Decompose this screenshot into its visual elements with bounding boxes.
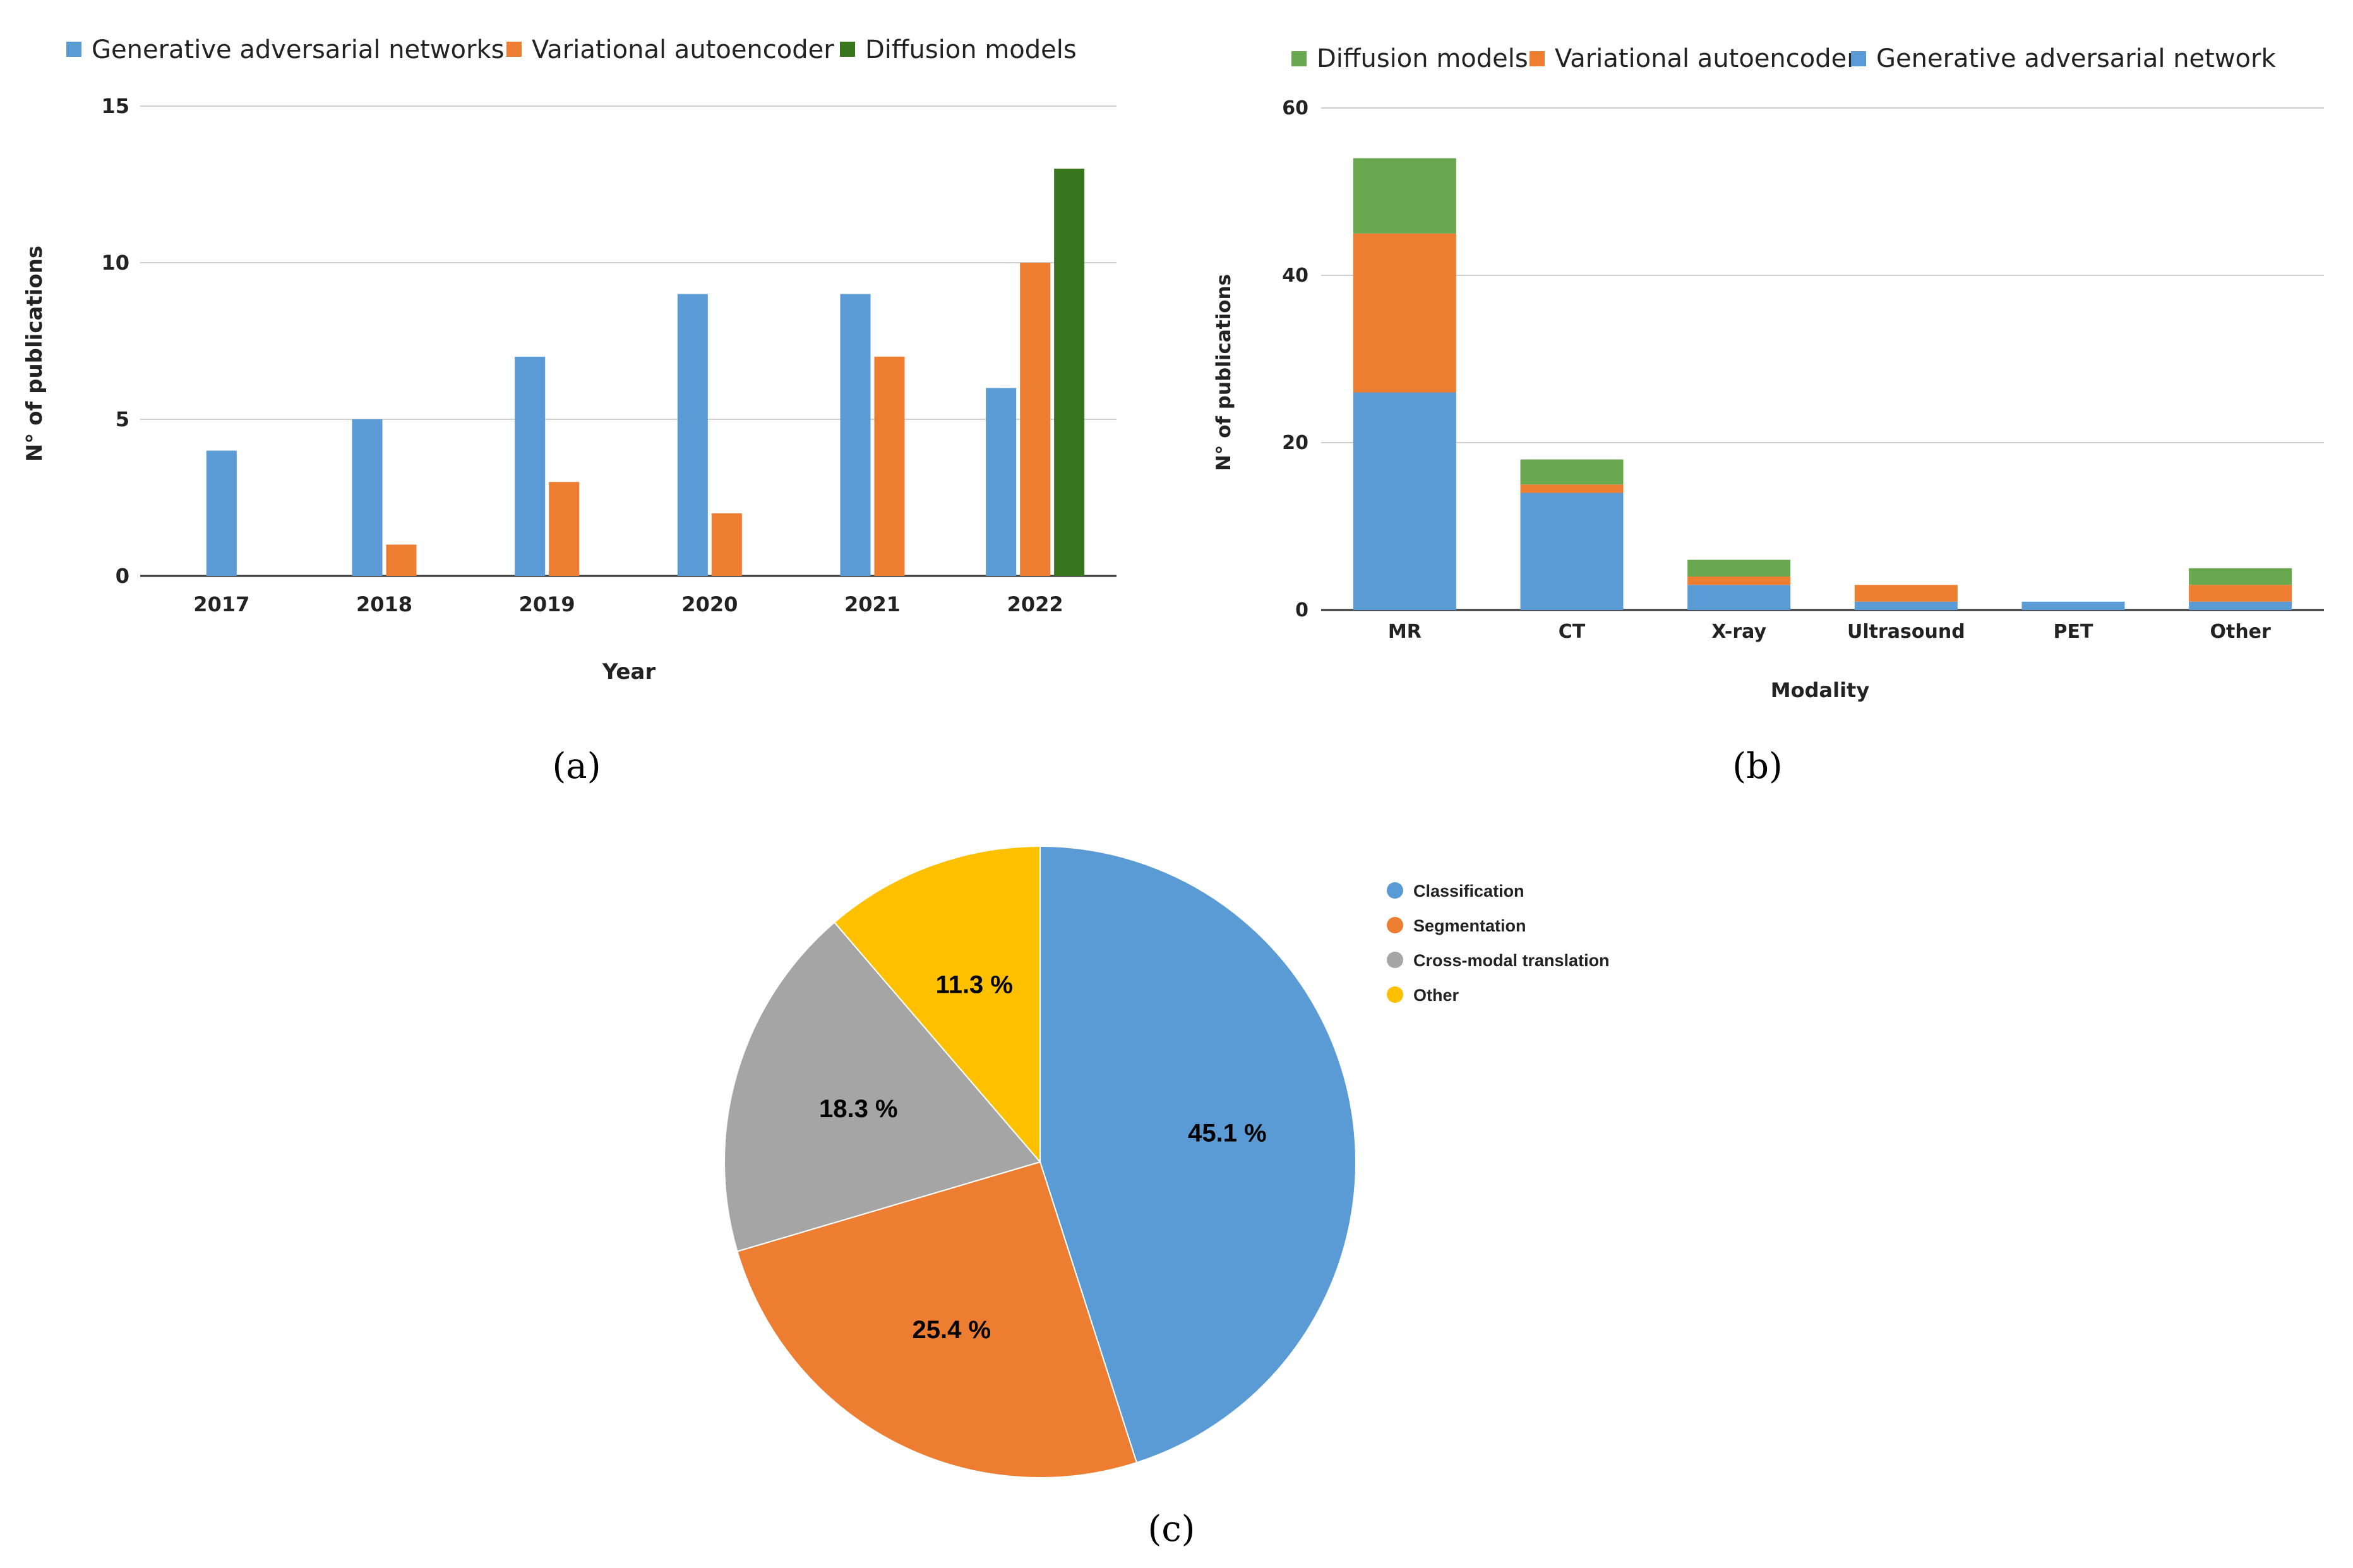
bar-2019-1	[549, 482, 580, 576]
bar-X-ray-0	[1687, 585, 1791, 610]
y-tick-label: 5	[116, 407, 129, 431]
x-tick-label: CT	[1559, 621, 1586, 643]
bar-CT-1	[1520, 484, 1624, 493]
bar-Other-0	[2189, 601, 2292, 610]
legend-label-2: Cross-modal translation	[1413, 951, 1610, 970]
y-tick-label: 0	[1295, 599, 1308, 621]
bar-CT-0	[1520, 493, 1624, 610]
x-tick-label: PET	[2054, 621, 2093, 643]
bar-2022-2	[1054, 169, 1085, 576]
pie-slice-label: 11.3 %	[936, 971, 1013, 999]
legend-label-1: Segmentation	[1413, 916, 1526, 935]
pie-slice-segmentation	[736, 1161, 1138, 1478]
bar-2021-0	[840, 294, 871, 576]
x-axis-title: Modality	[1771, 678, 1870, 702]
legend-swatch-1	[506, 42, 522, 57]
bar-2020-1	[711, 513, 742, 576]
bar-2019-0	[515, 356, 546, 576]
bar-Other-1	[2189, 585, 2292, 602]
bar-Ultrasound-0	[1854, 601, 1958, 610]
legend-dot-0	[1387, 882, 1403, 899]
x-axis-title: Year	[602, 659, 656, 685]
caption-b: (b)	[1732, 746, 1783, 787]
x-tick-label: 2017	[193, 592, 249, 616]
x-tick-label: 2021	[844, 592, 901, 616]
y-axis-title: N° of publications	[1212, 274, 1235, 471]
bar-2017-0	[206, 450, 237, 576]
legend-label-0: Diffusion models	[1317, 44, 1528, 73]
bar-2022-1	[1020, 263, 1051, 576]
bar-MR-2	[1353, 158, 1456, 234]
legend-swatch-2	[1851, 51, 1866, 66]
bar-X-ray-1	[1687, 577, 1791, 585]
bar-2021-1	[874, 356, 905, 576]
legend-label-1: Variational autoencoder	[532, 35, 834, 64]
legend-label-0: Generative adversarial networks	[92, 35, 504, 64]
x-tick-label: 2022	[1007, 592, 1063, 616]
x-tick-label: 2018	[356, 592, 412, 616]
pie-slice-label: 25.4 %	[912, 1316, 991, 1344]
chart-b-publications-by-modality: Diffusion models Variational autoencoder G…	[1212, 44, 2324, 787]
bar-2018-1	[386, 544, 417, 576]
x-tick-label: 2020	[681, 592, 738, 616]
bar-2018-0	[352, 419, 383, 576]
legend-dot-2	[1387, 952, 1403, 968]
bar-MR-1	[1353, 233, 1456, 393]
pie-slice-classification	[1039, 845, 1356, 1464]
legend-swatch-1	[1530, 51, 1545, 66]
chart-c-task-distribution-pie: 45.1 % 25.4 % 18.3 % 11.3 % Classification Se…	[724, 845, 1610, 1550]
legend-swatch-2	[840, 42, 855, 57]
legend-label-3: Other	[1413, 986, 1459, 1005]
bar-X-ray-2	[1687, 560, 1791, 577]
y-axis-title: N° of publications	[22, 246, 47, 462]
pie-slice-cross-modal-translation	[724, 921, 1041, 1252]
bar-Other-2	[2189, 568, 2292, 585]
bar-2020-0	[677, 294, 708, 576]
pie-slice-label: 45.1 %	[1188, 1120, 1267, 1147]
chart-a-publications-by-year: Generative adversarial networks Variation…	[22, 35, 1117, 787]
y-tick-label: 0	[116, 564, 129, 588]
pie-slice-other	[833, 845, 1041, 1164]
legend-label-2: Diffusion models	[865, 35, 1077, 64]
legend-label-0: Classification	[1413, 882, 1524, 901]
legend-dot-1	[1387, 917, 1403, 933]
legend-label-2: Generative adversarial network	[1876, 44, 2276, 73]
caption-a: (a)	[552, 746, 601, 787]
y-tick-label: 15	[101, 94, 129, 118]
bar-CT-2	[1520, 459, 1624, 485]
x-tick-label: Other	[2210, 621, 2271, 643]
legend-label-1: Variational autoencoder	[1555, 44, 1857, 73]
legend-dot-3	[1387, 986, 1403, 1003]
pie-slice-label: 18.3 %	[819, 1095, 898, 1123]
caption-c: (c)	[1147, 1509, 1195, 1550]
bar-2022-0	[986, 388, 1017, 576]
bar-MR-0	[1353, 392, 1456, 610]
y-tick-label: 10	[101, 251, 129, 275]
x-tick-label: MR	[1388, 621, 1422, 643]
y-tick-label: 60	[1282, 97, 1308, 119]
x-tick-label: X-ray	[1711, 621, 1766, 643]
legend-swatch-0	[66, 42, 81, 57]
y-tick-label: 40	[1282, 265, 1308, 287]
legend-swatch-0	[1291, 51, 1307, 66]
bar-Ultrasound-1	[1854, 585, 1958, 602]
x-tick-label: 2019	[519, 592, 575, 616]
x-tick-label: Ultrasound	[1847, 621, 1965, 643]
bar-PET-0	[2021, 601, 2125, 610]
y-tick-label: 20	[1282, 432, 1308, 454]
